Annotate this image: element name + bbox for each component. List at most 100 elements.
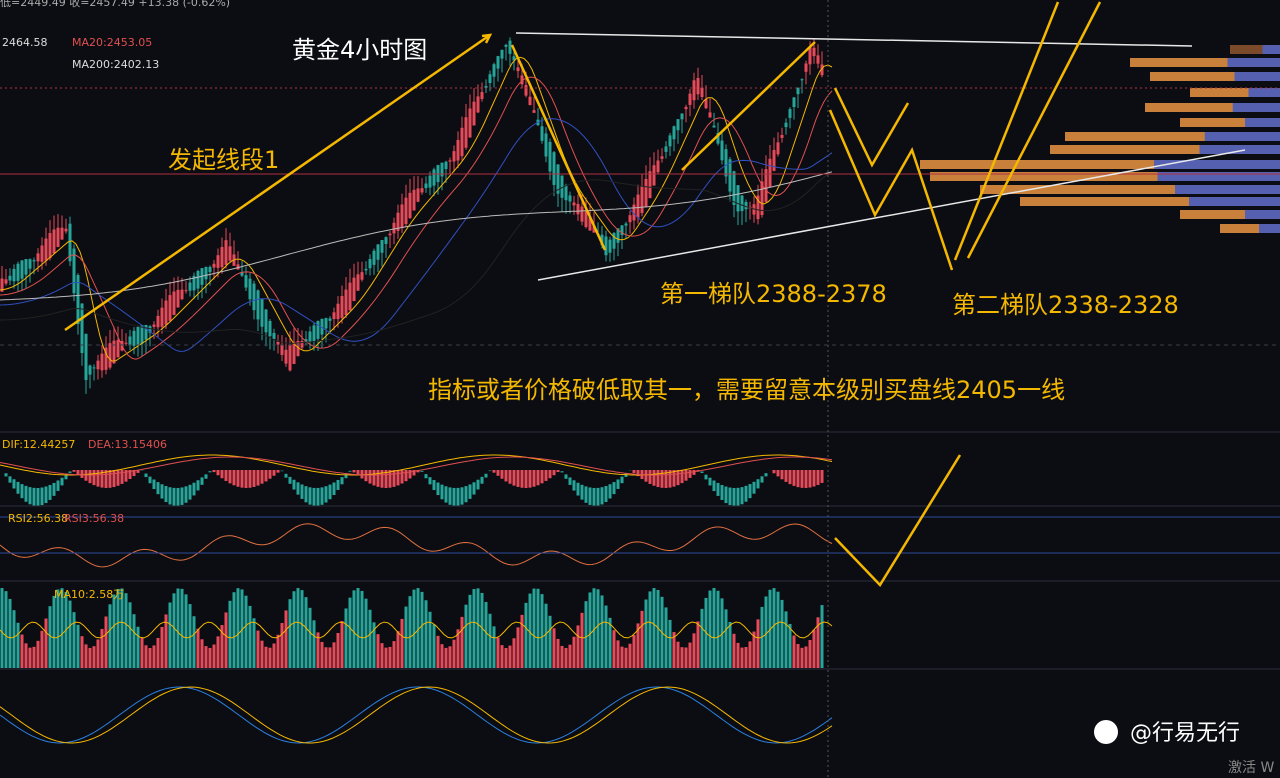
candle (516, 67, 520, 72)
macd (364, 470, 368, 482)
candle (208, 266, 212, 273)
volume (336, 632, 340, 668)
macd (748, 484, 752, 499)
macd (328, 484, 332, 500)
macd (404, 470, 408, 482)
candle (552, 152, 556, 185)
candle (84, 333, 88, 381)
macd (588, 487, 592, 505)
volume (356, 588, 360, 668)
volume (780, 599, 784, 668)
candle (608, 239, 612, 253)
candle (100, 353, 104, 371)
volume (596, 589, 600, 668)
volume (408, 596, 412, 668)
candle (316, 321, 320, 339)
candle (760, 181, 764, 215)
macd (288, 476, 292, 484)
volume (92, 646, 96, 668)
volume (168, 602, 172, 668)
macd (284, 473, 288, 478)
volume (116, 588, 120, 668)
volume (628, 643, 632, 668)
macd (452, 487, 456, 506)
candle (180, 289, 184, 300)
volume (644, 599, 648, 668)
volume (444, 647, 448, 668)
volume (188, 604, 192, 668)
annotation: 第一梯队2388-2378 (660, 280, 887, 308)
volume (744, 647, 748, 668)
candle (108, 343, 112, 368)
macd (348, 470, 352, 472)
volume (712, 588, 716, 668)
volume (16, 622, 20, 668)
volume (392, 641, 396, 668)
ma (0, 76, 833, 360)
macd (784, 470, 788, 482)
macd (88, 470, 92, 484)
volume (76, 624, 80, 668)
macd (572, 480, 576, 491)
profile-bar (1050, 145, 1280, 154)
candle (248, 278, 252, 300)
volume (484, 601, 488, 668)
macd (160, 484, 164, 499)
volume (612, 630, 616, 668)
volume (216, 636, 220, 668)
candle (796, 87, 800, 95)
candle (364, 268, 368, 271)
candle (188, 282, 192, 291)
candle (320, 318, 324, 335)
dea (0, 456, 833, 476)
candle (136, 327, 140, 346)
macd (792, 470, 796, 486)
candle (228, 246, 232, 261)
macd (732, 487, 736, 506)
macd (172, 487, 176, 506)
candle (376, 244, 380, 260)
ma20: MA20:2453.05 (72, 36, 152, 49)
volume (748, 641, 752, 668)
volume (680, 647, 684, 668)
macd (808, 470, 812, 488)
candle (616, 228, 620, 243)
candle (216, 255, 220, 268)
volume (708, 590, 712, 668)
macd (280, 470, 284, 472)
candle (632, 204, 636, 221)
macd (60, 477, 64, 486)
volume (728, 621, 732, 668)
macd (476, 479, 480, 490)
volume (212, 644, 216, 668)
macd (200, 477, 204, 485)
macd (740, 487, 744, 505)
macd (124, 470, 128, 482)
candle (192, 275, 196, 291)
macd (156, 482, 160, 495)
candle (276, 341, 280, 345)
candle (520, 75, 524, 85)
candle (712, 125, 716, 128)
volume (304, 597, 308, 668)
author: @行易无行 (1130, 721, 1240, 746)
volume (384, 647, 388, 668)
volume (104, 616, 108, 668)
macd (108, 470, 112, 488)
candle (488, 74, 492, 83)
candle (28, 259, 32, 269)
macd (72, 470, 76, 472)
candle (804, 63, 808, 72)
candle (696, 78, 700, 95)
volume (536, 588, 540, 668)
volume (40, 630, 44, 668)
macd (456, 487, 460, 506)
volume (440, 644, 444, 668)
macd (636, 470, 640, 477)
candle (656, 160, 660, 173)
candle (636, 194, 640, 218)
macd (720, 484, 724, 500)
profile-bar (1189, 197, 1280, 206)
candle (152, 324, 156, 327)
